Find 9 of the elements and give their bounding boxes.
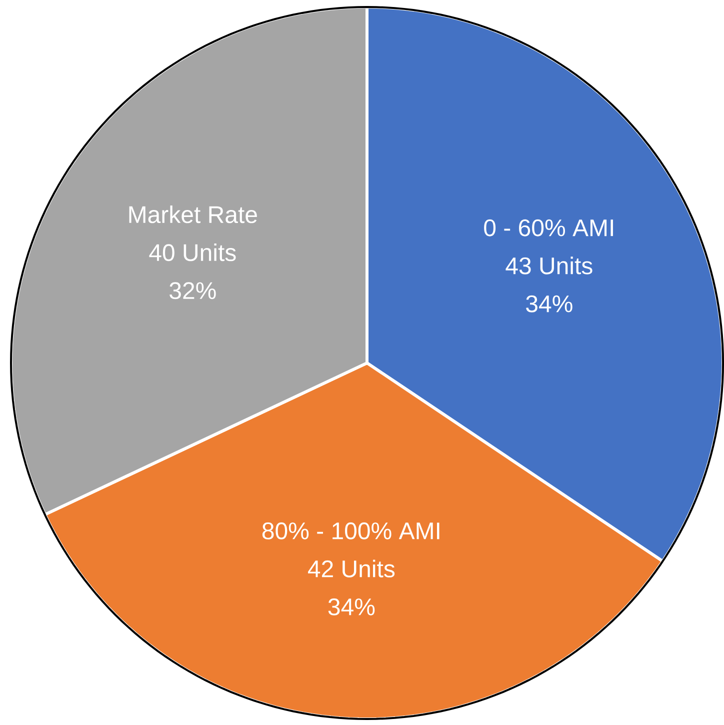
text: 32% (170, 282, 216, 300)
data-label: 40 Units (149, 244, 236, 262)
text: 34% (526, 295, 572, 312)
data-label: 42 Units (308, 560, 395, 578)
text: 34% (328, 598, 375, 616)
data-label: 43 Units (506, 256, 592, 274)
slice-label: Market Rate (129, 206, 257, 224)
slice-label: 0 - 60% AMI (484, 219, 613, 236)
slice-label: 80% - 100% AMI (262, 522, 440, 540)
